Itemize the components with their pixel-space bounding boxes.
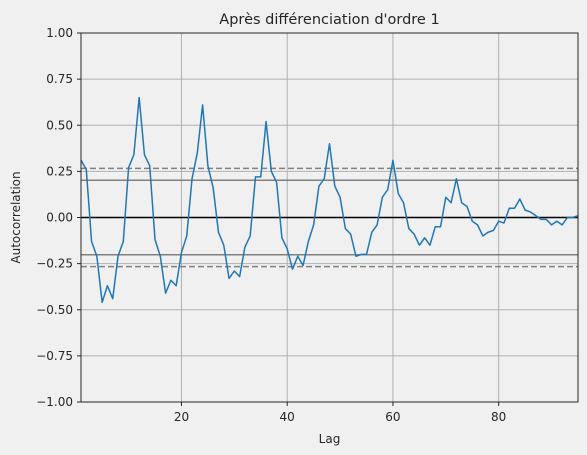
y-axis-ticks: −1.00 −0.75 −0.50 −0.25 0.00 0.25 0.50 0.75 1.00 xyxy=(36,26,81,409)
x-tick-label: 20 xyxy=(174,410,189,424)
y-tick-label: 0.50 xyxy=(46,118,73,132)
y-tick-label: −0.50 xyxy=(36,303,73,317)
y-tick-label: −0.25 xyxy=(36,257,73,271)
y-tick-label: 0.00 xyxy=(46,211,73,225)
y-axis-label: Autocorrelation xyxy=(9,171,23,263)
chart-title: Après différenciation d'ordre 1 xyxy=(219,12,439,28)
y-tick-label: 0.25 xyxy=(46,164,73,178)
x-tick-label: 80 xyxy=(491,410,506,424)
x-axis-ticks: 20 40 60 80 xyxy=(174,402,506,424)
y-tick-label: −0.75 xyxy=(36,349,73,363)
x-tick-label: 60 xyxy=(385,410,400,424)
x-tick-label: 40 xyxy=(280,410,295,424)
x-axis-label: Lag xyxy=(319,432,341,446)
y-tick-label: −1.00 xyxy=(36,395,73,409)
y-tick-label: 0.75 xyxy=(46,72,73,86)
y-tick-label: 1.00 xyxy=(46,26,73,40)
confidence-bands xyxy=(81,167,578,268)
